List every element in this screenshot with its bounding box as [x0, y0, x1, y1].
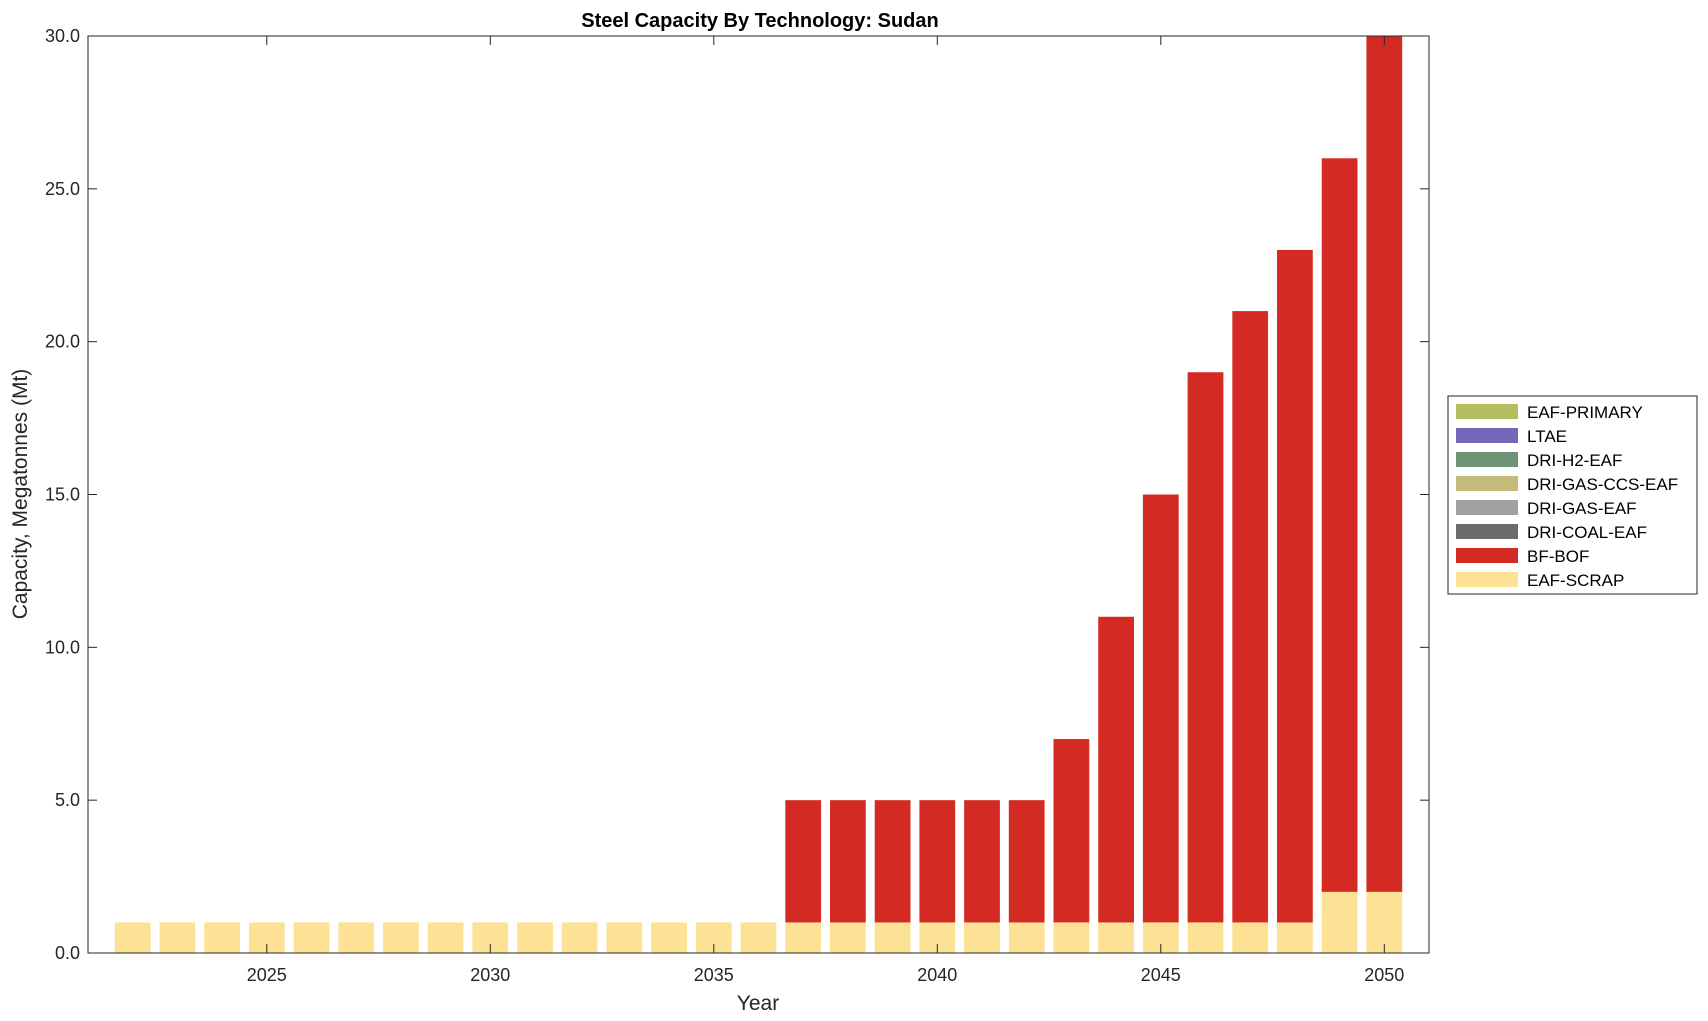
legend-label-dri-h2-eaf: DRI-H2-EAF: [1527, 451, 1622, 470]
bar-eaf-scrap-2026: [293, 922, 330, 953]
bar-bf-bof-2045: [1142, 494, 1179, 923]
bar-eaf-scrap-2048: [1277, 922, 1313, 953]
x-tick-label: 2030: [470, 965, 510, 985]
y-tick-label: 0.0: [55, 943, 80, 963]
bar-bf-bof-2049: [1321, 158, 1358, 892]
bar-bf-bof-2043: [1053, 739, 1090, 923]
bar-eaf-scrap-2047: [1232, 922, 1269, 953]
legend-swatch-dri-h2-eaf: [1456, 452, 1518, 467]
bar-bf-bof-2050: [1366, 36, 1403, 892]
legend-label-eaf-primary: EAF-PRIMARY: [1527, 403, 1643, 422]
bar-eaf-scrap-2046: [1187, 922, 1224, 953]
chart-title: Steel Capacity By Technology: Sudan: [581, 10, 938, 32]
bar-eaf-scrap-2023: [159, 922, 196, 953]
legend-swatch-eaf-scrap: [1456, 572, 1518, 587]
bar-bf-bof-2040: [919, 800, 956, 923]
y-tick-label: 25.0: [45, 179, 80, 199]
legend-swatch-bf-bof: [1456, 548, 1518, 563]
bar-bf-bof-2037: [785, 800, 822, 923]
x-tick-label: 2050: [1364, 965, 1404, 985]
legend-label-dri-gas-ccs-eaf: DRI-GAS-CCS-EAF: [1527, 475, 1678, 494]
bar-bf-bof-2046: [1187, 372, 1224, 923]
bar-eaf-scrap-2049: [1321, 891, 1358, 953]
y-axis-title: Capacity, Megatonnes (Mt): [9, 369, 32, 620]
x-axis-title: Year: [737, 992, 779, 1015]
x-tick-label: 2040: [917, 965, 957, 985]
bar-eaf-scrap-2039: [874, 922, 911, 953]
bar-eaf-scrap-2042: [1008, 922, 1045, 953]
bar-eaf-scrap-2050: [1366, 891, 1403, 953]
bar-eaf-scrap-2022: [114, 922, 151, 953]
legend-label-dri-coal-eaf: DRI-COAL-EAF: [1527, 523, 1647, 542]
y-tick-label: 15.0: [45, 485, 80, 505]
bar-eaf-scrap-2032: [561, 922, 598, 953]
bar-eaf-scrap-2043: [1053, 922, 1090, 953]
bar-eaf-scrap-2038: [830, 922, 866, 953]
legend-label-eaf-scrap: EAF-SCRAP: [1527, 571, 1624, 590]
bar-eaf-scrap-2044: [1098, 922, 1134, 953]
legend-swatch-dri-gas-ccs-eaf: [1456, 476, 1518, 491]
bar-bf-bof-2041: [964, 800, 1000, 923]
legend-label-ltae: LTAE: [1527, 427, 1567, 446]
bars-layer: [114, 36, 1403, 953]
legend-swatch-ltae: [1456, 428, 1518, 443]
legend-label-dri-gas-eaf: DRI-GAS-EAF: [1527, 499, 1637, 518]
bar-bf-bof-2039: [874, 800, 911, 923]
y-tick-label: 5.0: [55, 790, 80, 810]
bar-eaf-scrap-2036: [740, 922, 777, 953]
bar-bf-bof-2047: [1232, 311, 1269, 923]
bar-eaf-scrap-2034: [651, 922, 687, 953]
ticks-layer: 0.0 5.0 10.0 15.0 20.0 25.0 30.0 2025 2030 2035 20…: [45, 26, 1429, 985]
y-tick-label: 10.0: [45, 637, 80, 657]
legend-swatch-dri-coal-eaf: [1456, 524, 1518, 539]
plot-frame: [87, 35, 1430, 954]
bar-eaf-scrap-2033: [606, 922, 643, 953]
y-tick-label: 20.0: [45, 332, 80, 352]
x-tick-label: 2035: [694, 965, 734, 985]
x-tick-label: 2025: [247, 965, 287, 985]
bar-bf-bof-2044: [1098, 616, 1134, 923]
bar-eaf-scrap-2027: [338, 922, 375, 953]
x-tick-label: 2045: [1141, 965, 1181, 985]
bar-eaf-scrap-2028: [383, 922, 419, 953]
bar-eaf-scrap-2037: [785, 922, 822, 953]
bar-bf-bof-2048: [1277, 249, 1313, 923]
legend: EAF-PRIMARY LTAE DRI-H2-EAF DRI-GAS-CCS-EAF…: [1447, 395, 1698, 595]
bar-bf-bof-2038: [830, 800, 866, 923]
bar-eaf-scrap-2041: [964, 922, 1000, 953]
legend-swatch-eaf-primary: [1456, 404, 1518, 419]
y-tick-label: 30.0: [45, 26, 80, 46]
bar-eaf-scrap-2024: [204, 922, 240, 953]
bar-eaf-scrap-2031: [517, 922, 553, 953]
bar-eaf-scrap-2029: [427, 922, 464, 953]
legend-label-bf-bof: BF-BOF: [1527, 547, 1589, 566]
bar-bf-bof-2042: [1008, 800, 1045, 923]
legend-swatch-dri-gas-eaf: [1456, 500, 1518, 515]
